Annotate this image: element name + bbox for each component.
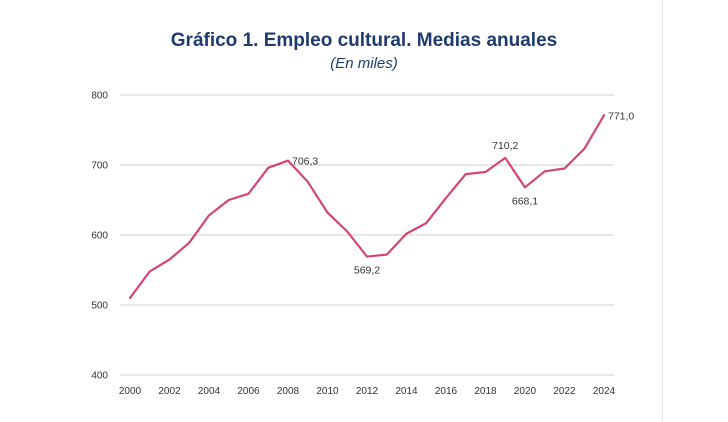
data-point <box>366 255 368 258</box>
x-tick-label: 2004 <box>198 386 221 397</box>
y-tick-label: 500 <box>91 301 108 312</box>
data-point <box>385 253 388 256</box>
data-point <box>208 214 210 217</box>
data-point <box>445 197 447 199</box>
data-point <box>543 170 546 173</box>
data-point <box>148 270 151 273</box>
y-tick-label: 800 <box>91 91 108 102</box>
data-point <box>188 241 191 244</box>
data-labels: 706,3 569,2 710,2 668,1 771,0 <box>292 110 634 276</box>
y-tick-label: 600 <box>91 231 108 242</box>
x-tick-label: 2016 <box>435 386 458 397</box>
gridlines <box>120 94 614 376</box>
data-point <box>227 199 230 201</box>
data-point <box>484 171 487 173</box>
data-point <box>524 186 526 189</box>
chart-title: Gráfico 1. Empleo cultural. Medias anual… <box>170 30 558 51</box>
x-tick-label: 2024 <box>593 386 616 397</box>
y-axis-ticks: 400 500 600 700 800 <box>91 91 108 382</box>
x-axis-ticks: 2000 2002 2004 2006 2008 2010 2012 2014 2016 2018… <box>119 386 616 397</box>
data-point <box>306 180 309 183</box>
x-tick-label: 2008 <box>277 386 300 397</box>
page-edge-rule <box>662 0 663 422</box>
data-label: 569,2 <box>354 265 380 277</box>
data-label: 771,0 <box>608 110 634 122</box>
data-point <box>267 166 270 169</box>
x-tick-label: 2006 <box>237 386 260 397</box>
x-tick-label: 2020 <box>514 386 537 397</box>
x-tick-label: 2012 <box>356 386 379 397</box>
data-point <box>464 173 467 176</box>
data-point <box>287 159 289 162</box>
series-layer <box>128 114 606 300</box>
data-point <box>247 192 250 195</box>
data-point <box>129 297 131 299</box>
x-tick-label: 2010 <box>316 386 339 397</box>
y-tick-label: 400 <box>91 371 108 382</box>
data-point <box>603 114 605 117</box>
data-point <box>405 232 408 235</box>
data-label: 706,3 <box>292 156 318 168</box>
data-point <box>326 211 329 214</box>
data-point <box>563 167 566 170</box>
y-tick-label: 700 <box>91 161 108 172</box>
chart-frame <box>10 0 662 422</box>
chart-subtitle: (En miles) <box>330 55 398 72</box>
data-point <box>504 156 507 159</box>
data-point <box>346 230 349 233</box>
x-tick-label: 2018 <box>474 386 497 397</box>
x-tick-label: 2002 <box>158 386 181 397</box>
data-label: 668,1 <box>512 195 538 207</box>
x-tick-label: 2022 <box>553 386 576 397</box>
data-point <box>583 148 586 150</box>
data-point <box>425 222 428 225</box>
data-point <box>168 258 171 261</box>
x-tick-label: 2000 <box>119 386 142 397</box>
data-label: 710,2 <box>492 140 518 152</box>
x-tick-label: 2014 <box>395 386 418 397</box>
